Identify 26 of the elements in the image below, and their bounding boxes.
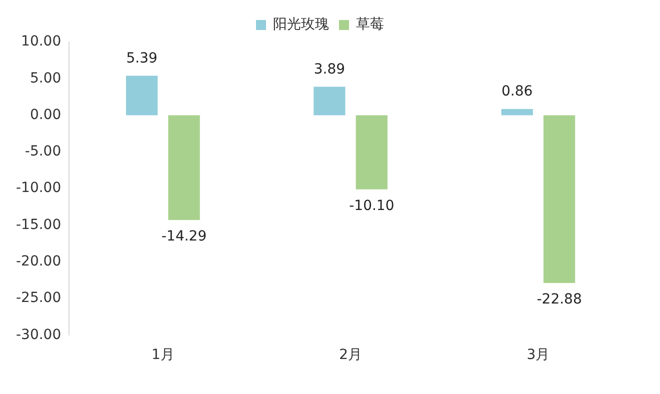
y-tick-label: -30.00 <box>16 326 62 343</box>
bar <box>501 108 533 116</box>
bar <box>356 115 388 190</box>
bar <box>126 76 158 116</box>
data-label: -22.88 <box>536 292 582 308</box>
legend-label: 阳光玫瑰 <box>273 16 329 33</box>
bar <box>168 115 200 220</box>
y-tick-label: 10.00 <box>21 34 62 50</box>
bar <box>543 115 576 284</box>
y-tick-label: -5.00 <box>24 144 62 160</box>
data-label: 0.86 <box>501 84 533 100</box>
y-tick-label: -10.00 <box>16 180 62 196</box>
y-tick-label: -20.00 <box>16 254 62 270</box>
bar <box>314 86 346 116</box>
x-tick-label: 2月 <box>339 347 362 364</box>
data-label: -10.10 <box>349 198 394 214</box>
x-tick-label: 1月 <box>151 347 174 364</box>
data-label: 5.39 <box>126 50 158 66</box>
y-tick-label: 5.00 <box>30 70 62 86</box>
x-tick-label: 3月 <box>526 347 550 364</box>
data-label: -14.29 <box>161 228 207 245</box>
y-tick-label: 0.00 <box>30 106 62 123</box>
y-tick-label: -25.00 <box>16 290 62 306</box>
legend-label: 草莓 <box>356 16 384 33</box>
data-label: 3.89 <box>314 61 346 78</box>
y-tick-label: -15.00 <box>16 216 62 233</box>
